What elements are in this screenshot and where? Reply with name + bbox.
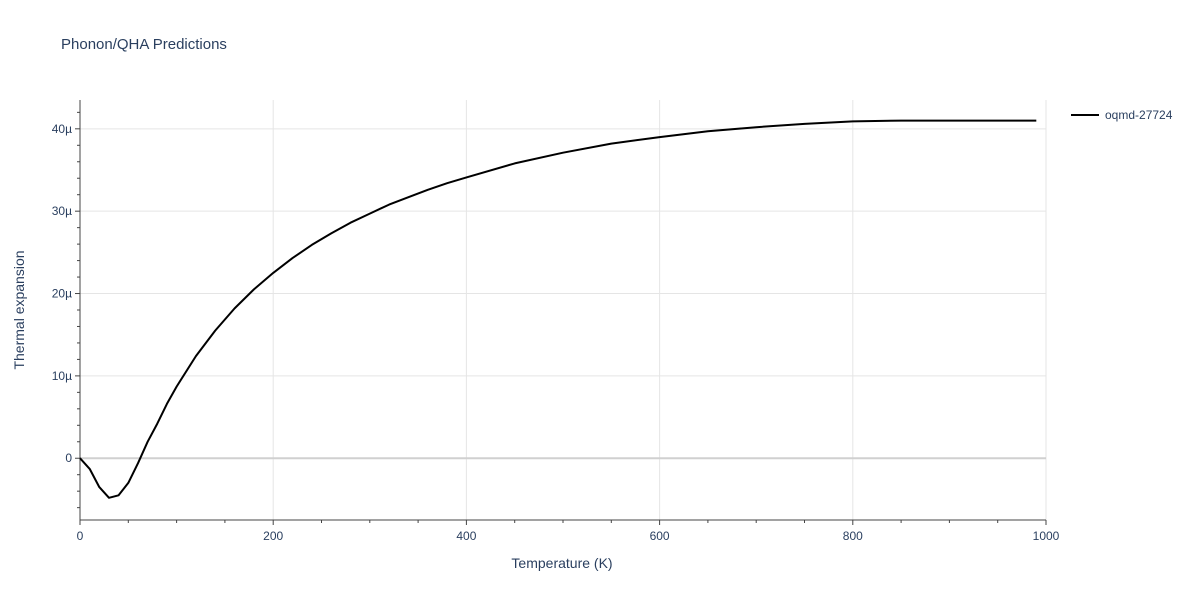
series-line-oqmd-27724[interactable] [79,119,1037,499]
y-tick-label: 0 [65,451,72,465]
x-tick-label: 800 [843,529,863,543]
legend[interactable]: oqmd-27724 [1071,108,1173,122]
x-tick-label: 200 [263,529,283,543]
chart-title: Phonon/QHA Predictions [61,36,227,53]
x-tick-label: 400 [456,529,476,543]
y-tick-label: 40µ [52,122,72,136]
grid-lines [80,100,1047,520]
x-tick-label: 600 [650,529,670,543]
y-axis-title: Thermal expansion [11,250,27,369]
y-tick-label: 10µ [52,369,72,383]
x-tick-label: 1000 [1033,529,1060,543]
y-tick-label: 30µ [52,204,72,218]
plot-area[interactable] [79,119,1037,499]
y-tick-label: 20µ [52,287,72,301]
x-tick-label: 0 [77,529,84,543]
legend-label[interactable]: oqmd-27724 [1105,108,1173,122]
tick-labels: 0 200 400 600 800 1000 0 10µ 20µ 30µ 40µ [52,122,1060,543]
x-axis-title: Temperature (K) [511,555,612,571]
axes [75,100,1047,525]
